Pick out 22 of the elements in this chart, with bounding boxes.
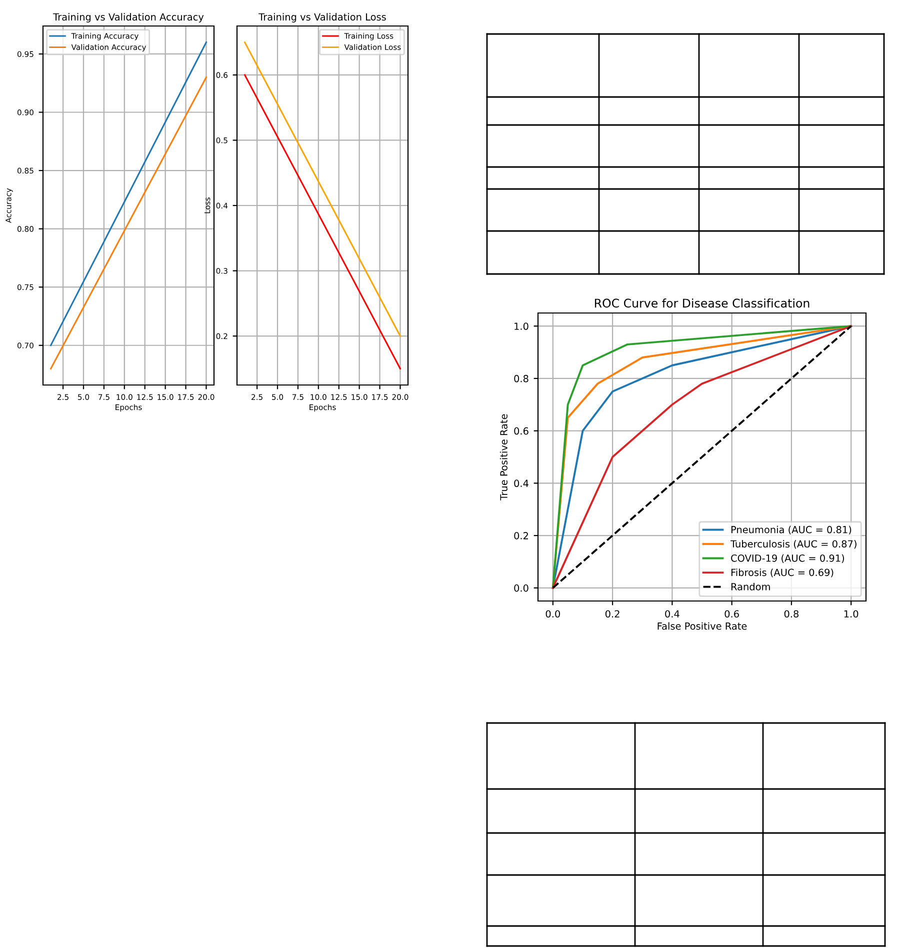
legend-label: Tuberculosis (AUC = 0.87)	[730, 540, 856, 549]
legend-label: Random	[731, 582, 770, 590]
x-tick-label: 0.6	[724, 610, 739, 618]
x-tick-label: 1.0	[844, 610, 858, 618]
x-axis-title: False Positive Rate	[658, 622, 747, 630]
x-tick-label: 0.0	[546, 610, 560, 618]
y-axis-title: True Positive Rate	[500, 414, 508, 500]
legend-label: COVID-19 (AUC = 0.91)	[731, 554, 844, 563]
y-tick-label: 0.6	[514, 427, 528, 435]
y-tick-label: 1.0	[514, 322, 528, 330]
y-tick-label: 0.0	[514, 584, 528, 592]
legend-label: Pneumonia (AUC = 0.81)	[731, 526, 852, 534]
x-tick-label: 0.4	[665, 610, 680, 618]
chart-title: Training vs Validation Loss	[258, 13, 386, 22]
x-tick-label: 0.2	[605, 610, 620, 618]
y-tick-label: 0.4	[514, 480, 528, 488]
chart-title: Training vs Validation Accuracy	[53, 13, 204, 22]
x-tick-label: 0.8	[784, 610, 799, 618]
y-tick-label: 0.8	[514, 374, 528, 382]
chart-title: ROC Curve for Disease Classification	[594, 298, 810, 308]
legend-label: Fibrosis (AUC = 0.69)	[731, 568, 834, 578]
y-tick-label: 0.2	[514, 532, 528, 540]
